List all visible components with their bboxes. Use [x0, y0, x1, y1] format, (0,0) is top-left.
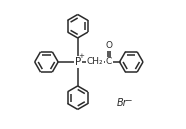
- Text: CH₂: CH₂: [87, 57, 103, 66]
- Text: O: O: [105, 42, 113, 50]
- Text: Br: Br: [117, 98, 128, 108]
- Text: +: +: [78, 53, 84, 59]
- Text: −: −: [126, 96, 132, 105]
- Text: C: C: [106, 57, 112, 66]
- Text: P: P: [75, 57, 81, 67]
